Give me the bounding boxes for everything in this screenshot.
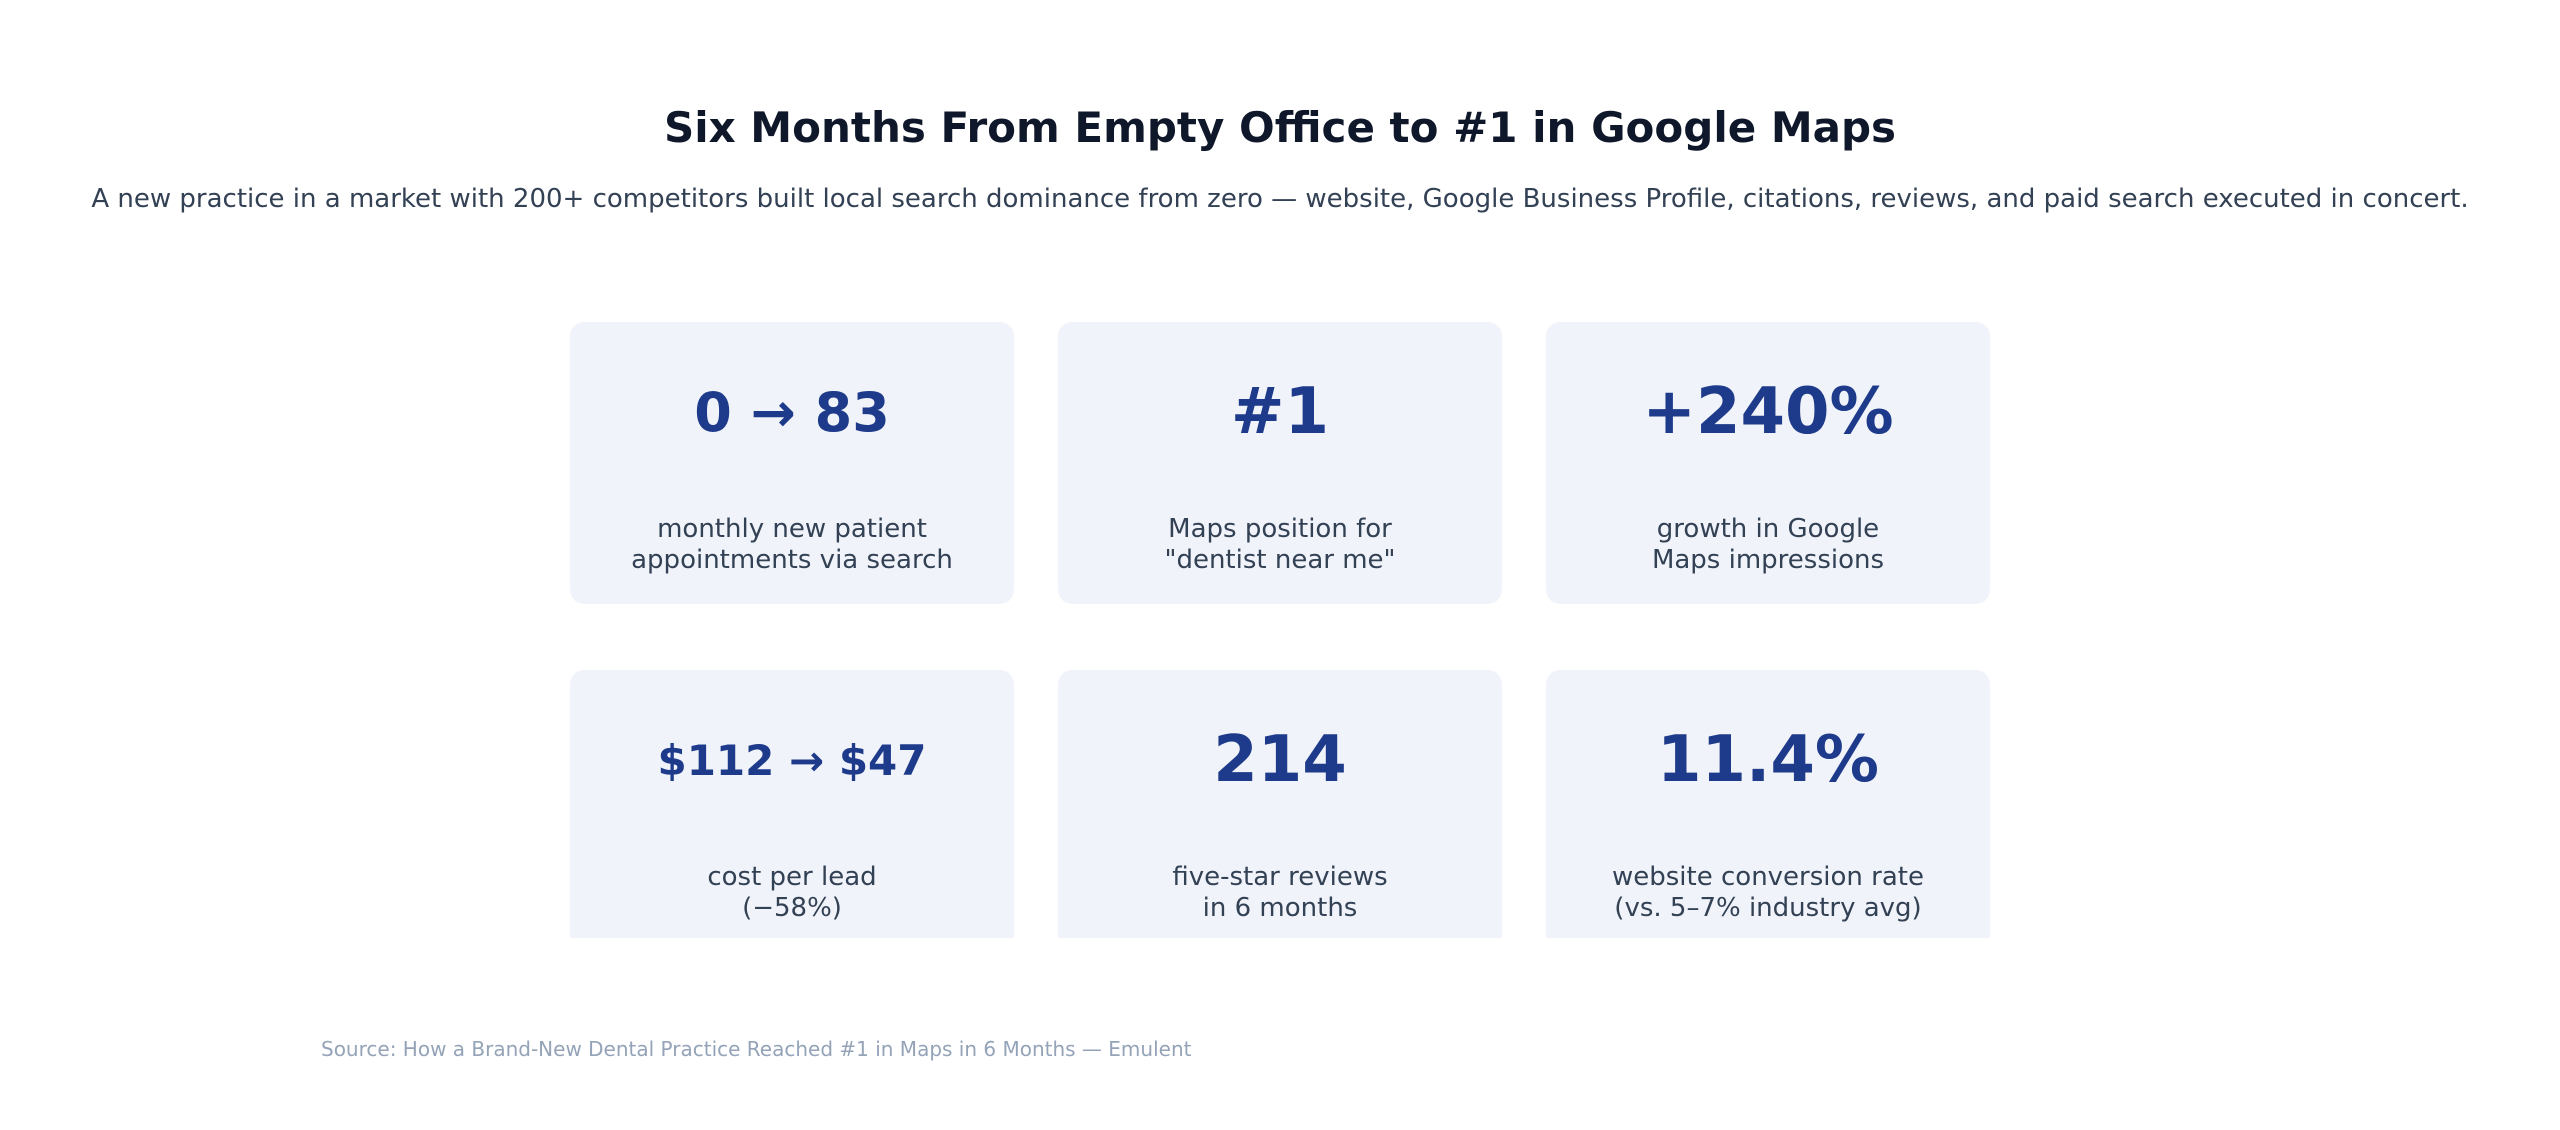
stat-label: cost per lead (−58%) <box>590 862 994 924</box>
stat-label-line: Maps position for <box>1168 514 1392 544</box>
stat-card-new-patients: 0 → 83 monthly new patient appointments … <box>570 322 1014 604</box>
stat-label-line: (vs. 5–7% industry avg) <box>1614 893 1922 923</box>
stat-value: +240% <box>1642 375 1894 449</box>
stat-label-line: monthly new patient <box>657 514 927 544</box>
stat-card-maps-position: #1 Maps position for "dentist near me" <box>1058 322 1502 604</box>
page-title: Six Months From Empty Office to #1 in Go… <box>663 103 1897 152</box>
stat-card-conversion-rate: 11.4% website conversion rate (vs. 5–7% … <box>1546 670 1990 938</box>
stats-grid: 0 → 83 monthly new patient appointments … <box>570 322 1990 938</box>
stat-label-line: five-star reviews <box>1172 862 1388 892</box>
stat-label: monthly new patient appointments via sea… <box>590 514 994 576</box>
stat-label-line: website conversion rate <box>1612 862 1924 892</box>
stat-label-line: in 6 months <box>1202 893 1358 923</box>
stat-label-line: appointments via search <box>631 545 953 575</box>
stat-value: 214 <box>1213 723 1347 797</box>
stat-label-line: growth in Google <box>1656 514 1880 544</box>
page-subtitle: A new practice in a market with 200+ com… <box>91 184 2469 214</box>
stat-label: five-star reviews in 6 months <box>1078 862 1482 924</box>
stat-value: 11.4% <box>1656 723 1880 797</box>
stat-value: 0 → 83 <box>694 380 890 444</box>
stat-value: #1 <box>1230 375 1330 449</box>
stat-label-line: cost per lead <box>707 862 877 892</box>
stat-value: $112 → $47 <box>657 735 927 785</box>
stat-label-line: (−58%) <box>742 893 842 923</box>
stat-card-maps-impressions: +240% growth in Google Maps impressions <box>1546 322 1990 604</box>
stat-label-line: Maps impressions <box>1651 545 1885 575</box>
stat-card-cost-per-lead: $112 → $47 cost per lead (−58%) <box>570 670 1014 938</box>
stat-label: website conversion rate (vs. 5–7% indust… <box>1566 862 1970 924</box>
stat-label-line: "dentist near me" <box>1164 545 1396 575</box>
stat-label: growth in Google Maps impressions <box>1566 514 1970 576</box>
stat-card-reviews: 214 five-star reviews in 6 months <box>1058 670 1502 938</box>
stat-label: Maps position for "dentist near me" <box>1078 514 1482 576</box>
source-citation: Source: How a Brand-New Dental Practice … <box>321 1037 1192 1061</box>
